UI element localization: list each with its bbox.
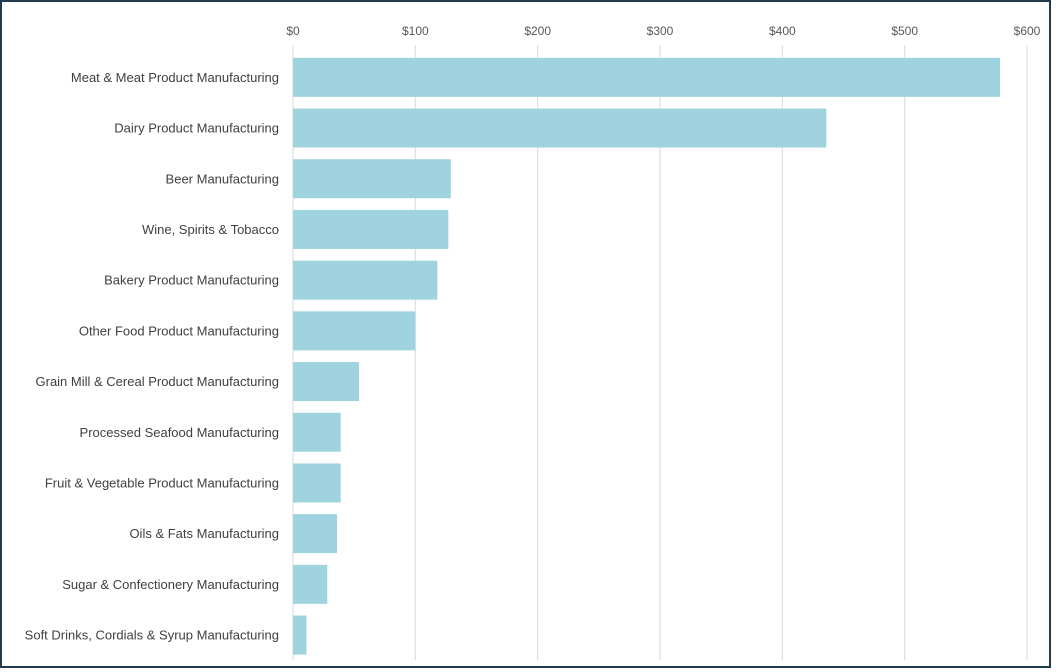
category-label: Other Food Product Manufacturing [79, 323, 279, 338]
category-label: Grain Mill & Cereal Product Manufacturin… [36, 374, 280, 389]
category-label: Wine, Spirits & Tobacco [142, 222, 279, 237]
bar [293, 412, 341, 452]
category-label: Beer Manufacturing [166, 171, 279, 186]
category-label: Sugar & Confectionery Manufacturing [62, 577, 279, 592]
category-label: Dairy Product Manufacturing [114, 121, 279, 136]
bar [293, 209, 449, 249]
x-tick-label: $300 [647, 24, 674, 38]
category-label: Fruit & Vegetable Product Manufacturing [45, 475, 279, 490]
category-label: Meat & Meat Product Manufacturing [71, 70, 279, 85]
category-label: Oils & Fats Manufacturing [129, 526, 279, 541]
category-label: Processed Seafood Manufacturing [80, 425, 279, 440]
category-label: Bakery Product Manufacturing [104, 273, 279, 288]
category-label: Soft Drinks, Cordials & Syrup Manufactur… [25, 628, 279, 643]
bar [293, 362, 360, 402]
bar [293, 260, 438, 300]
x-tick-label: $200 [524, 24, 551, 38]
bar [293, 159, 451, 199]
bar [293, 311, 416, 351]
x-tick-label: $600 [1014, 24, 1041, 38]
bar [293, 463, 341, 503]
x-tick-label: $0 [286, 24, 300, 38]
bar [293, 57, 1001, 97]
x-axis-ticks: $0 $100 $200 $300 $400 $500 $600 [286, 24, 1040, 38]
bar [293, 564, 328, 604]
x-tick-label: $400 [769, 24, 796, 38]
bar [293, 514, 338, 554]
x-tick-label: $100 [402, 24, 429, 38]
bars [293, 57, 1001, 655]
bar [293, 615, 307, 655]
x-tick-label: $500 [891, 24, 918, 38]
category-labels: Meat & Meat Product Manufacturing Dairy P… [25, 70, 279, 643]
bar [293, 108, 827, 148]
